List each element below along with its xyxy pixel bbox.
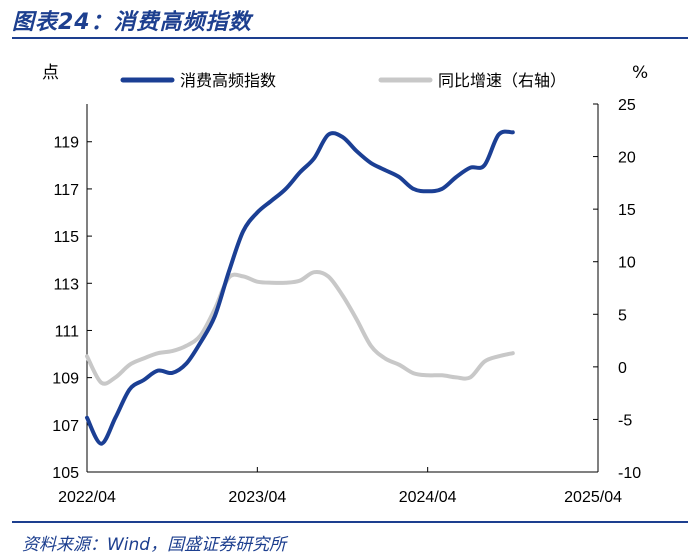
left-tick-label: 107 [52,418,79,435]
right-tick-label: 15 [618,202,636,219]
left-tick-label: 111 [55,323,79,340]
right-tick-label: -5 [618,412,632,429]
right-tick-label: 0 [618,360,627,377]
title-divider [12,37,688,39]
source-note: 资料来源：Wind，国盛证券研究所 [22,535,287,555]
left-axis-unit: 点 [42,63,59,83]
footer-divider [12,521,688,523]
right-tick-label: -10 [618,465,641,482]
legend-yoy-growth-label: 同比增速（右轴） [438,71,566,90]
x-tick-label: 2024/04 [399,489,457,506]
left-tick-label: 119 [53,135,79,152]
x-tick-label: 2025/04 [564,489,622,506]
x-tick-label: 2022/04 [58,489,116,506]
left-tick-label: 109 [52,371,79,388]
right-tick-label: 5 [618,307,627,324]
x-tick-label: 2023/04 [228,489,286,506]
legend-consumption-index-label: 消费高频指数 [180,71,276,90]
left-tick-label: 113 [53,276,79,293]
right-axis-unit: % [632,63,648,83]
left-tick-label: 117 [53,182,79,199]
series-line-consumption-index [85,129,515,446]
chart-title: 图表24：消费高频指数 [12,10,252,35]
left-tick-label: 105 [52,465,79,482]
left-tick-label: 115 [53,229,79,246]
right-tick-label: 10 [618,255,636,272]
chart-canvas: 105 107 109 111 113 115 117 119 -10 -5 0 5 10 15 20 25 2… [42,63,648,506]
right-tick-label: 20 [618,150,636,167]
right-tick-label: 25 [618,97,636,114]
series-line-yoy-growth [85,270,515,386]
